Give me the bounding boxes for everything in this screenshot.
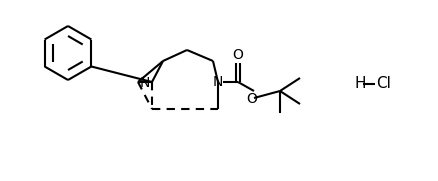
Text: H: H [355, 77, 367, 92]
Text: O: O [233, 48, 244, 62]
Text: O: O [247, 92, 258, 106]
Text: N: N [140, 76, 150, 90]
Text: Cl: Cl [376, 77, 391, 92]
Text: N: N [213, 75, 223, 89]
